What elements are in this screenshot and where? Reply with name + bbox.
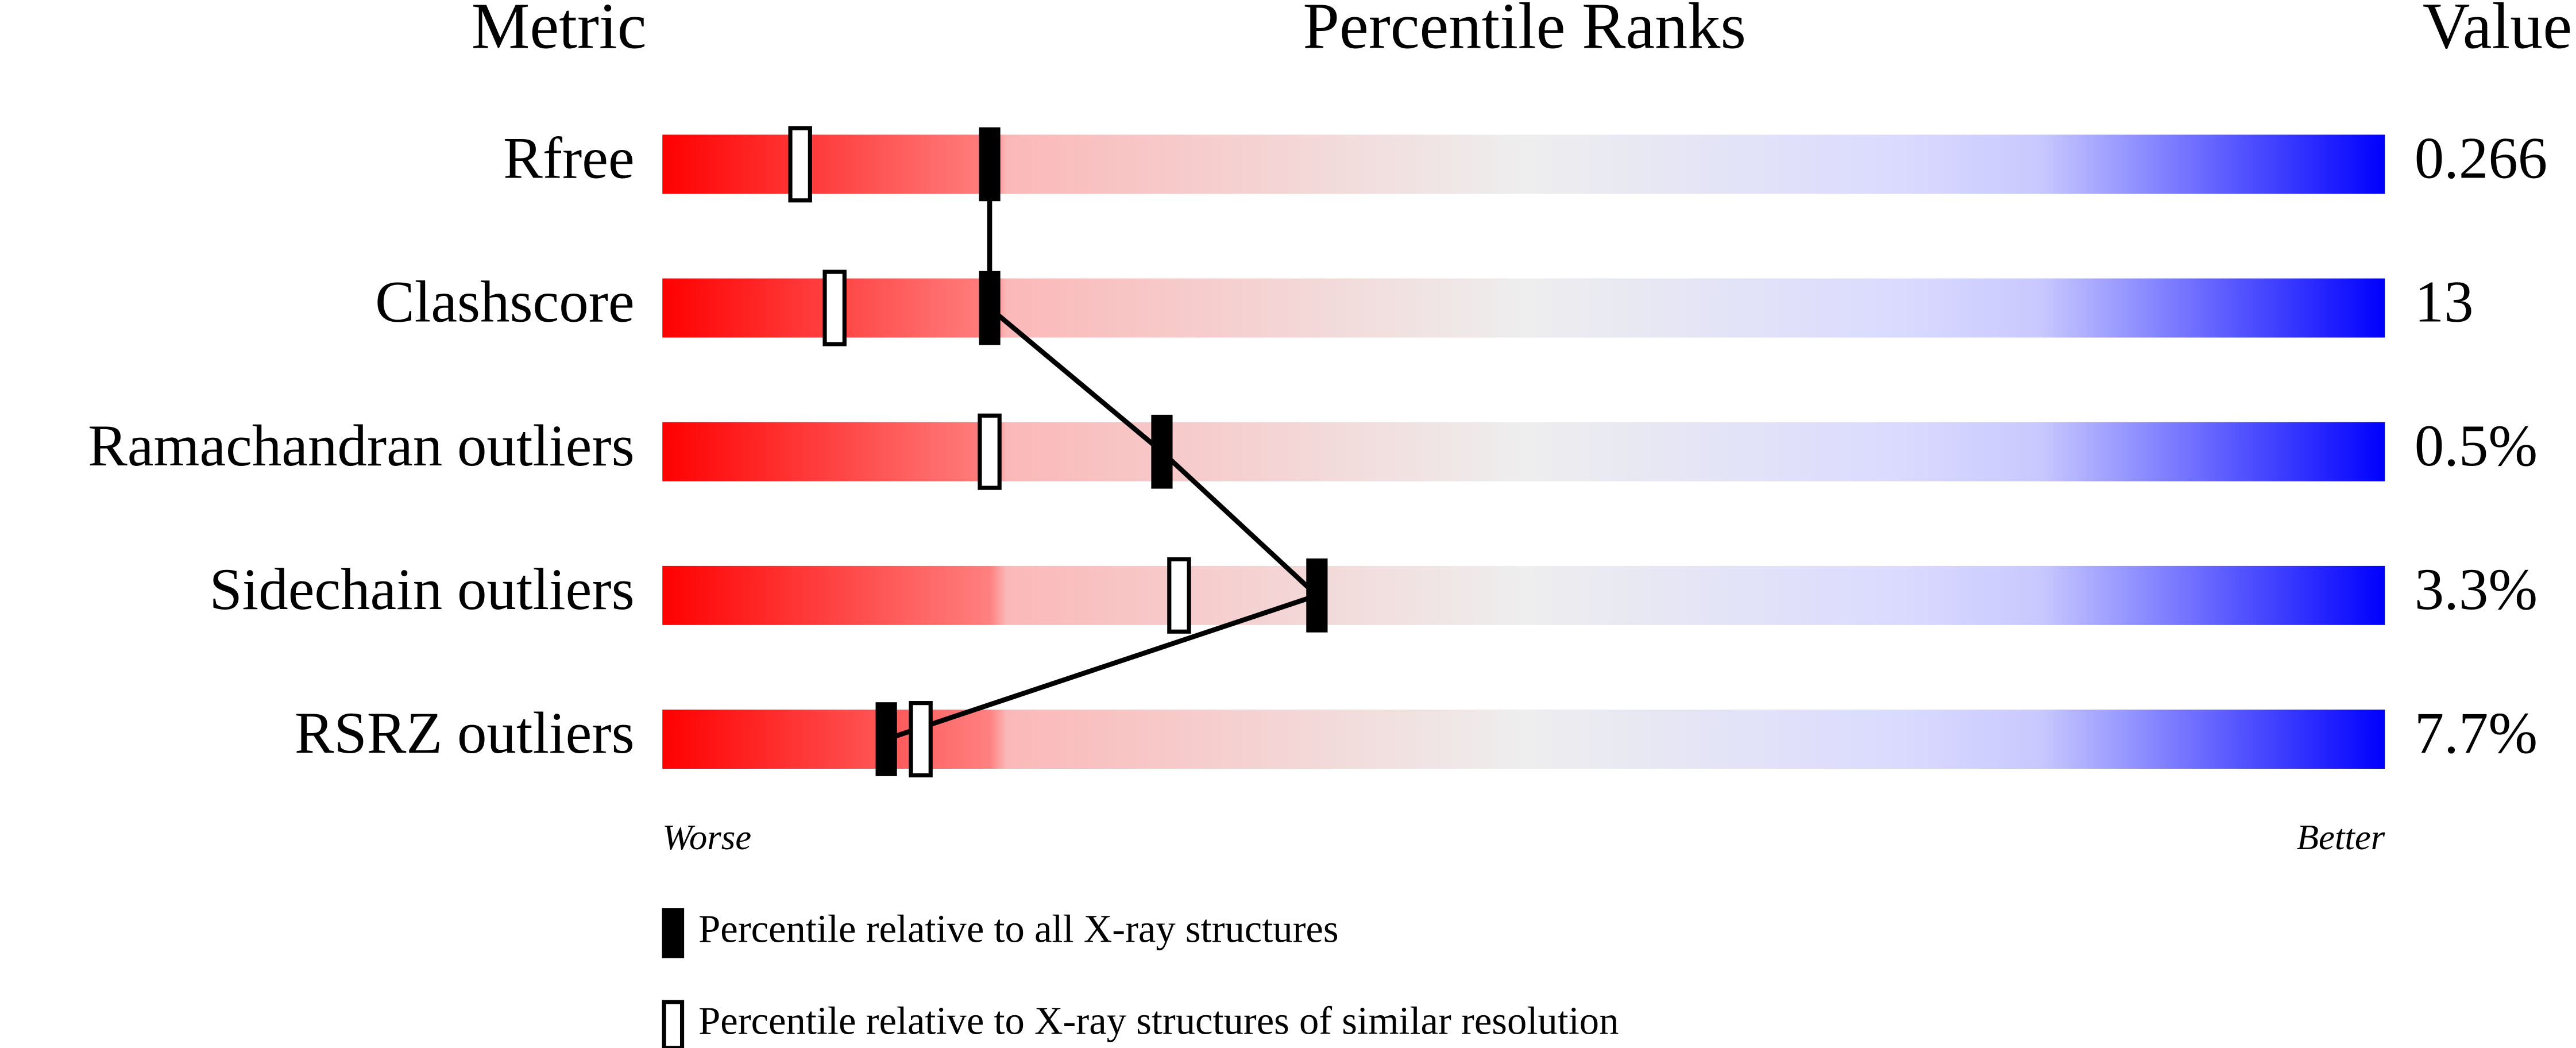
header: Value [2423,0,2572,62]
legend-label: Percentile relative to X-ray structures … [698,999,1619,1043]
marker-all [979,271,1001,345]
percentile-bar [662,422,2385,481]
marker-similar [822,269,847,346]
header: Percentile Ranks [1303,0,1746,62]
metric-value: 3.3% [2415,557,2538,622]
axis-end-label: Better [2297,817,2385,857]
metric-value: 0.5% [2415,413,2538,479]
metric-label: Sidechain outliers [209,557,634,622]
metric-value: 13 [2415,269,2474,335]
metric-label: Rfree [503,126,635,191]
percentile-bar [662,278,2385,338]
header: Metric [472,0,647,62]
marker-similar [1167,557,1191,634]
marker-all [875,702,897,776]
marker-all [1306,558,1328,633]
marker-similar [978,413,1002,490]
metric-value: 7.7% [2415,700,2538,766]
metric-label: Clashscore [375,269,635,335]
metric-value: 0.266 [2415,126,2548,191]
percentile-bar [662,565,2385,625]
axis-end-label: Worse [662,817,751,857]
marker-similar [909,701,933,777]
marker-similar [788,126,812,203]
legend-swatch [662,1000,685,1048]
metric-label: Ramachandran outliers [88,413,635,479]
marker-all [1151,414,1173,489]
metric-label: RSRZ outliers [295,700,635,766]
legend-label: Percentile relative to all X-ray structu… [698,907,1338,951]
marker-all [979,127,1001,202]
percentile-bar [662,134,2385,194]
legend-swatch [662,908,685,958]
